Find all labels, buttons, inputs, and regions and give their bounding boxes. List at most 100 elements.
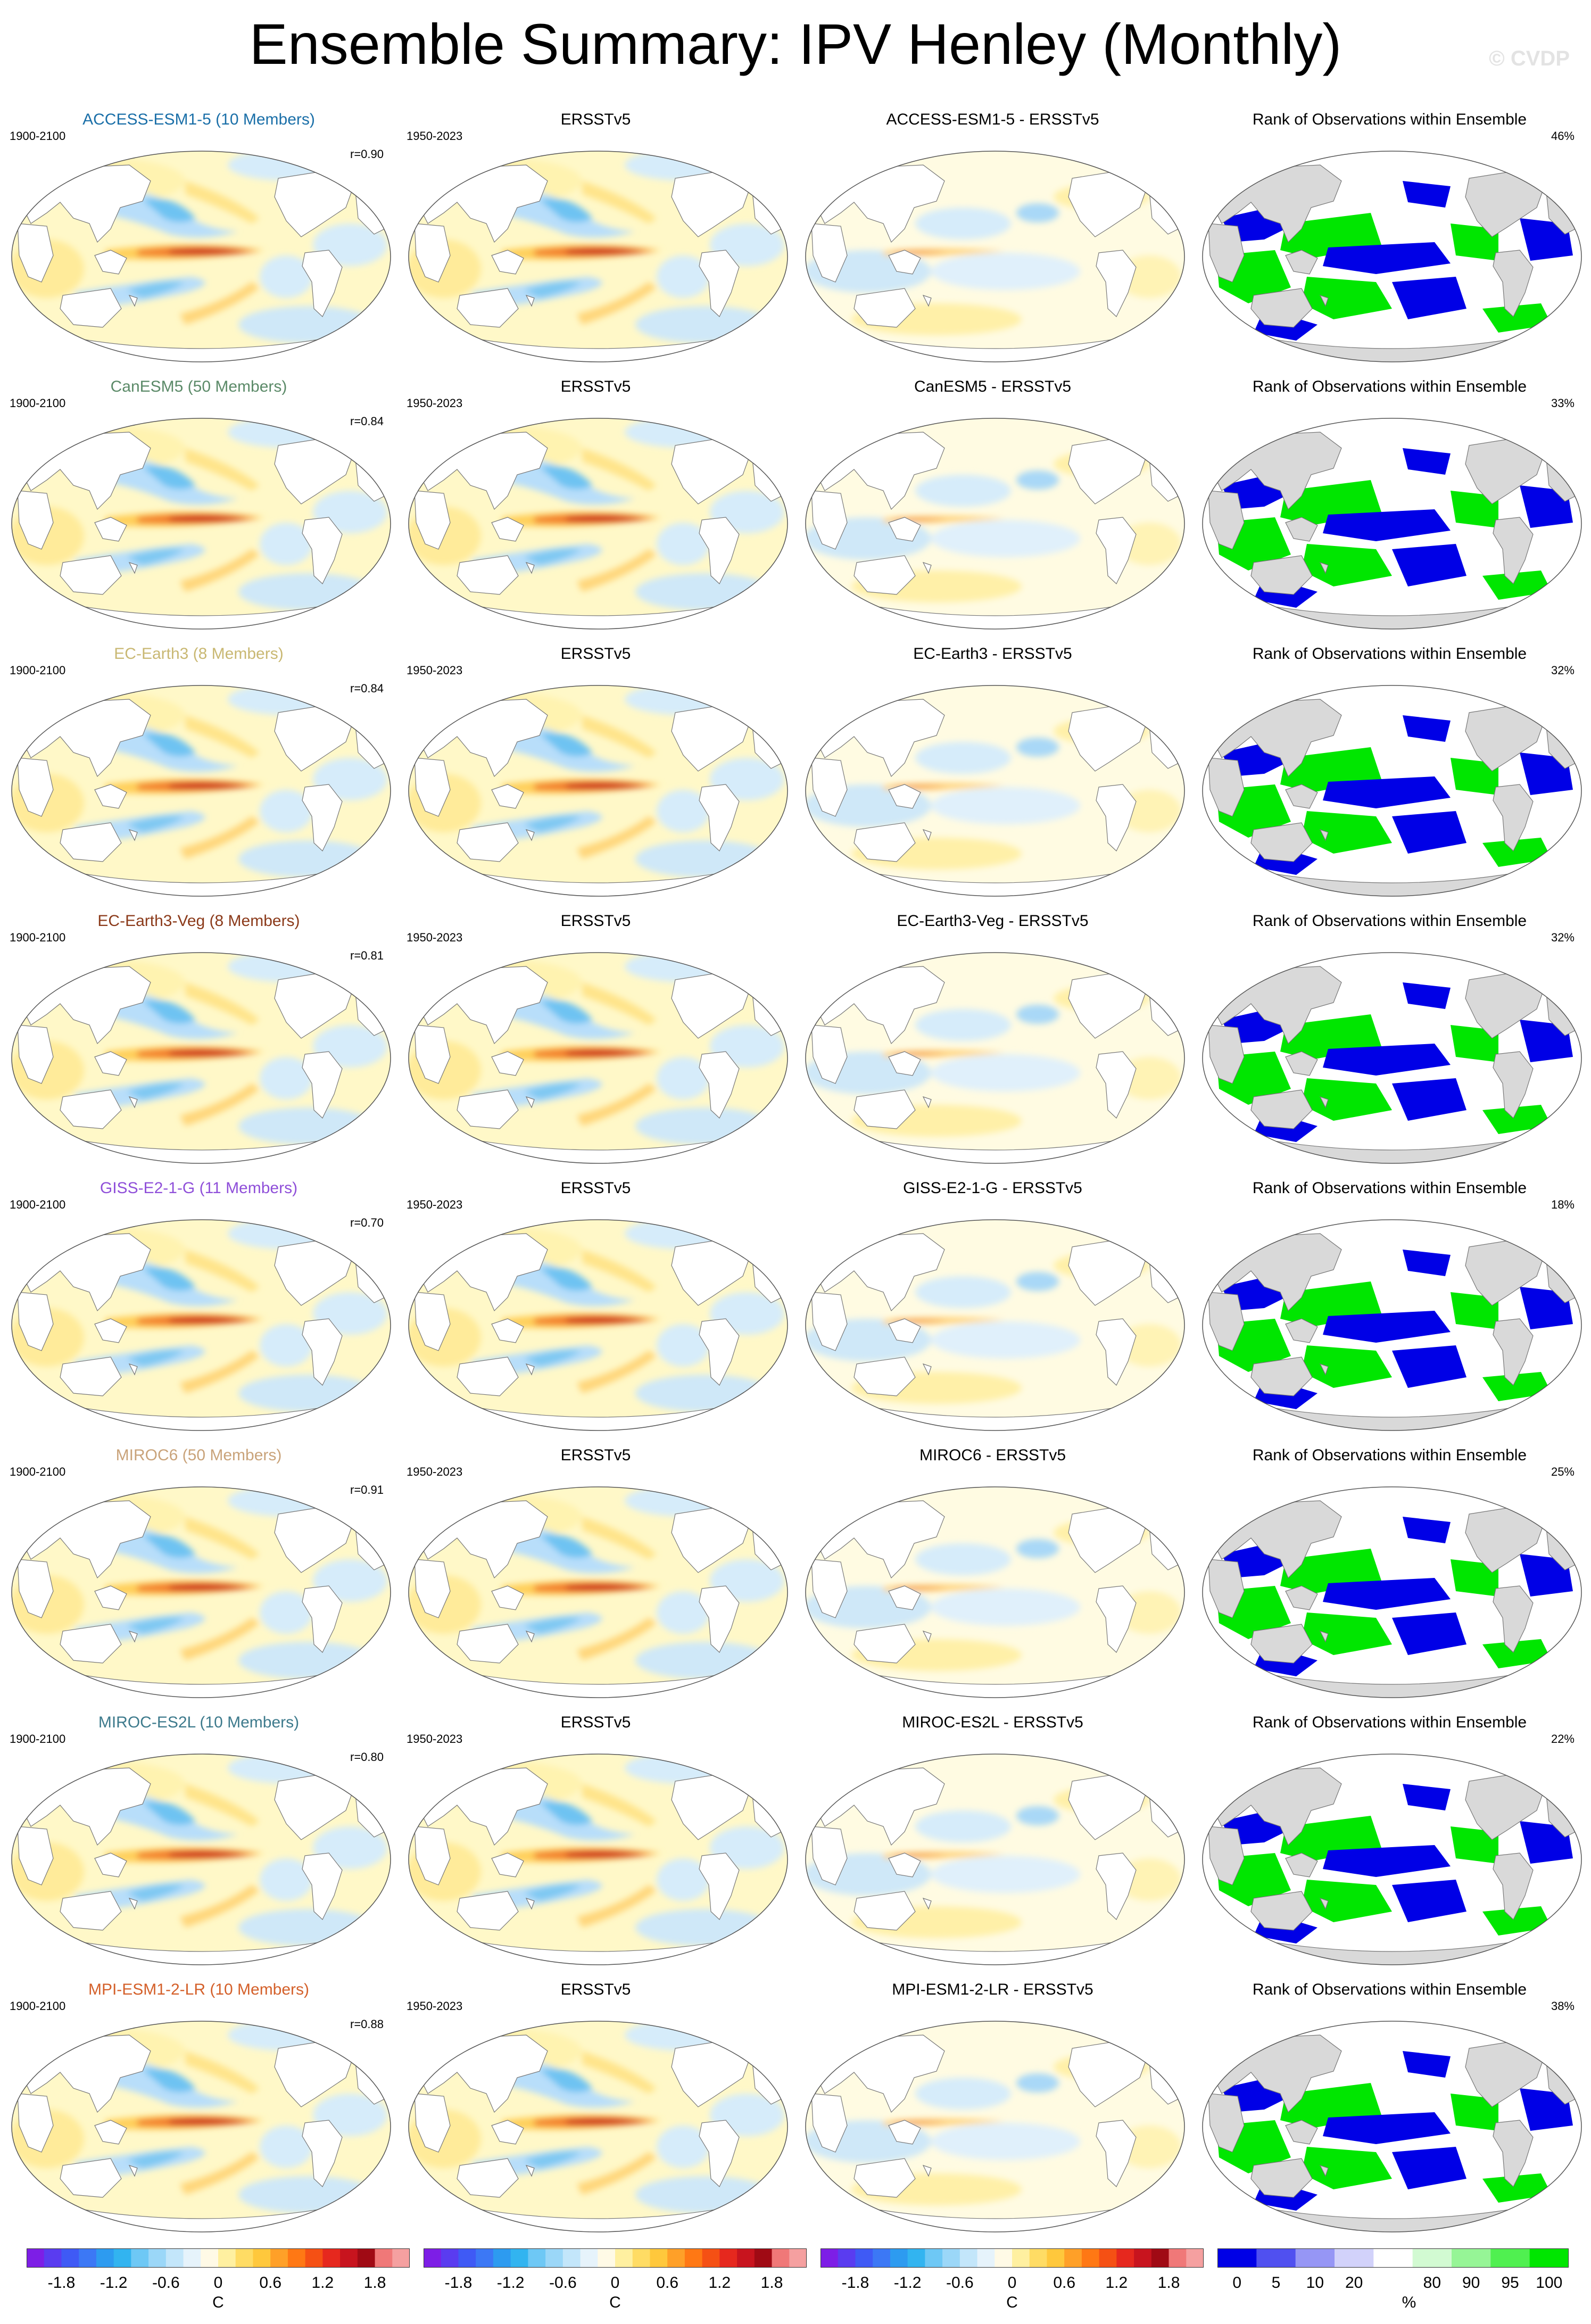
diff-panel: EC-Earth3 - ERSSTv5 [794, 633, 1191, 900]
pattern-correlation: r=0.88 [350, 2017, 384, 2031]
rank-panel: Rank of Observations within Ensemble 22% [1191, 1701, 1588, 1969]
obs-panel: ERSSTv5 1950-2023 [397, 900, 794, 1167]
rank-panel: Rank of Observations within Ensemble 46% [1191, 98, 1588, 366]
colorbar-tick-label: -1.8 [47, 2274, 76, 2292]
colorbar-swatch [96, 2248, 114, 2268]
colorbar-swatch [375, 2248, 393, 2268]
colorbar-swatch [754, 2248, 773, 2268]
period-label: 1950-2023 [407, 1198, 463, 1211]
rank-map [1202, 1219, 1582, 1431]
colorbar-swatch [632, 2248, 650, 2268]
model-panel-title: GISS-E2-1-G (11 Members) [100, 1179, 298, 1197]
rank-percent: 32% [1551, 931, 1575, 944]
colorbar-tick-label: 1.8 [1157, 2274, 1180, 2292]
model-panel: MIROC6 (50 Members) 1900-2100 r=0.91 [0, 1434, 397, 1701]
colorbar-swatch [562, 2248, 581, 2268]
colorbar-swatch [772, 2248, 790, 2268]
pattern-correlation: r=0.91 [350, 1483, 384, 1496]
period-label: 1900-2100 [10, 1999, 66, 2013]
colorbar-swatch [528, 2248, 546, 2268]
colorbar-tick-label: 5 [1271, 2274, 1281, 2292]
colorbar-swatch [61, 2248, 79, 2268]
colorbar-tick-label: 0 [610, 2274, 620, 2292]
pattern-correlation: r=0.84 [350, 415, 384, 428]
obs-panel-title: ERSSTv5 [560, 1714, 631, 1731]
model-panel-title: EC-Earth3 (8 Members) [114, 645, 284, 663]
rank-panel: Rank of Observations within Ensemble 32% [1191, 900, 1588, 1167]
diff-panel: EC-Earth3-Veg - ERSSTv5 [794, 900, 1191, 1167]
colorbar-swatch [322, 2248, 341, 2268]
pattern-correlation: r=0.84 [350, 682, 384, 695]
colorbar-tick-label: 1.2 [1105, 2274, 1128, 2292]
colorbar-border [424, 2248, 807, 2268]
colorbar-swatch [959, 2248, 978, 2268]
watermark-text: © CVDP [1489, 47, 1570, 70]
colorbar-tick-label: 1.8 [760, 2274, 783, 2292]
model-panel-title: EC-Earth3-Veg (8 Members) [97, 912, 300, 930]
colorbar-tick-label: -1.8 [841, 2274, 869, 2292]
colorbar-swatch [235, 2248, 253, 2268]
rank-panel-title: Rank of Observations within Ensemble [1252, 1714, 1527, 1731]
pattern-correlation: r=0.70 [350, 1216, 384, 1229]
diff-panel-title: MPI-ESM1-2-LR - ERSSTv5 [892, 1981, 1093, 1998]
colorbar-swatch [838, 2248, 856, 2268]
colorbar-tick-label: 1.8 [363, 2274, 386, 2292]
sst-colorbar-1: -1.8 -1.2 -0.6 0 0.6 1.2 1.8 C [27, 2248, 410, 2312]
rank-colorbar-strip [1217, 2248, 1569, 2268]
sst-colorbar-labels: -1.8 -1.2 -0.6 0 0.6 1.2 1.8 [821, 2274, 1204, 2295]
colorbar-swatch [510, 2248, 528, 2268]
colorbar-swatch [441, 2248, 459, 2268]
colorbar-tick-label: -0.6 [152, 2274, 180, 2292]
rank-colorbar-unit: % [1402, 2294, 1416, 2311]
obs-map [408, 2021, 788, 2232]
period-label: 1900-2100 [10, 664, 66, 677]
model-panel-title: MIROC-ES2L (10 Members) [98, 1714, 300, 1731]
colorbar-swatch [1217, 2248, 1257, 2268]
sst-colorbar-strip [27, 2248, 410, 2268]
obs-map [408, 418, 788, 630]
pattern-correlation: r=0.81 [350, 949, 384, 962]
colorbar-swatch [183, 2248, 201, 2268]
diff-map [805, 685, 1185, 897]
obs-panel-title: ERSSTv5 [560, 378, 631, 395]
colorbar-swatch [148, 2248, 167, 2268]
colorbar-swatch [1169, 2248, 1187, 2268]
rank-percent: 22% [1551, 1732, 1575, 1746]
obs-map [408, 685, 788, 897]
model-panel: EC-Earth3-Veg (8 Members) 1900-2100 r=0.81 [0, 900, 397, 1167]
colorbar-tick-label: -1.2 [100, 2274, 128, 2292]
colorbar-swatch [131, 2248, 149, 2268]
colorbar-swatch [650, 2248, 668, 2268]
colorbar-swatch [1412, 2248, 1452, 2268]
colorbar-swatch [1029, 2248, 1047, 2268]
rank-panel-title: Rank of Observations within Ensemble [1252, 645, 1527, 663]
colorbar-tick-label: -1.8 [444, 2274, 473, 2292]
diff-panel: MPI-ESM1-2-LR - ERSSTv5 [794, 1969, 1191, 2236]
colorbar-swatch [305, 2248, 323, 2268]
diff-map [805, 1486, 1185, 1698]
colorbar-tick-label: 1.2 [311, 2274, 334, 2292]
obs-panel-title: ERSSTv5 [560, 645, 631, 663]
rank-percent: 32% [1551, 664, 1575, 677]
model-panel: MIROC-ES2L (10 Members) 1900-2100 r=0.80 [0, 1701, 397, 1969]
model-panel: ACCESS-ESM1-5 (10 Members) 1900-2100 r=0.9… [0, 98, 397, 366]
diff-panel: MIROC6 - ERSSTv5 [794, 1434, 1191, 1701]
sst-colorbar-strip [821, 2248, 1204, 2268]
colorbar-swatch [719, 2248, 738, 2268]
rank-panel: Rank of Observations within Ensemble 33% [1191, 366, 1588, 633]
rank-percent: 25% [1551, 1465, 1575, 1478]
rank-panel-title: Rank of Observations within Ensemble [1252, 378, 1527, 395]
colorbar-swatch [821, 2248, 839, 2268]
colorbar-swatch [1116, 2248, 1134, 2268]
model-panel: EC-Earth3 (8 Members) 1900-2100 r=0.84 [0, 633, 397, 900]
colorbar-border [1217, 2248, 1569, 2268]
colorbar-tick-label: 90 [1462, 2274, 1480, 2292]
rank-panel-title: Rank of Observations within Ensemble [1252, 912, 1527, 930]
rank-map [1202, 685, 1582, 897]
colorbar-swatch [907, 2248, 925, 2268]
period-label: 1950-2023 [407, 664, 463, 677]
model-panel: MPI-ESM1-2-LR (10 Members) 1900-2100 r=0.8… [0, 1969, 397, 2236]
colorbar-tick-label: 0 [1007, 2274, 1017, 2292]
colorbar-swatch [44, 2248, 62, 2268]
period-label: 1900-2100 [10, 931, 66, 944]
